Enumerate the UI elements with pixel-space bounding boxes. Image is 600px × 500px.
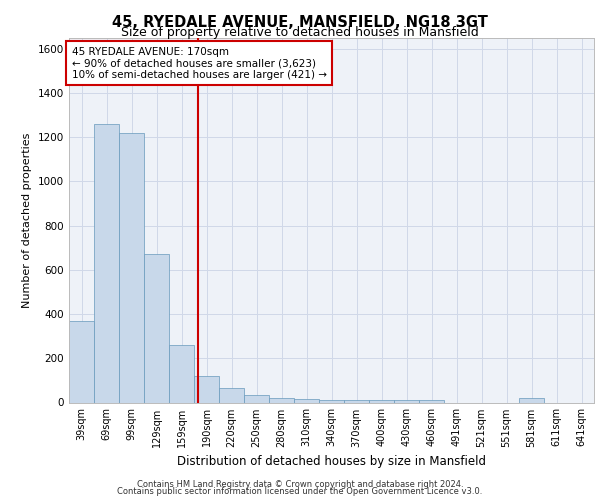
Bar [169, 345, 194, 403]
Bar [394, 400, 419, 402]
X-axis label: Distribution of detached houses by size in Mansfield: Distribution of detached houses by size … [177, 455, 486, 468]
Bar [419, 400, 444, 402]
Text: Contains public sector information licensed under the Open Government Licence v3: Contains public sector information licen… [118, 488, 482, 496]
Bar [519, 398, 544, 402]
Bar [219, 388, 244, 402]
Bar [344, 400, 369, 402]
Bar [94, 124, 119, 402]
Bar [244, 395, 269, 402]
Text: 45 RYEDALE AVENUE: 170sqm
← 90% of detached houses are smaller (3,623)
10% of se: 45 RYEDALE AVENUE: 170sqm ← 90% of detac… [71, 46, 326, 80]
Bar [194, 376, 219, 402]
Bar [294, 399, 319, 402]
Bar [269, 398, 294, 402]
Text: 45, RYEDALE AVENUE, MANSFIELD, NG18 3GT: 45, RYEDALE AVENUE, MANSFIELD, NG18 3GT [112, 15, 488, 30]
Text: Contains HM Land Registry data © Crown copyright and database right 2024.: Contains HM Land Registry data © Crown c… [137, 480, 463, 489]
Bar [69, 320, 94, 402]
Y-axis label: Number of detached properties: Number of detached properties [22, 132, 32, 308]
Text: Size of property relative to detached houses in Mansfield: Size of property relative to detached ho… [121, 26, 479, 39]
Bar [319, 400, 344, 402]
Bar [119, 132, 144, 402]
Bar [369, 400, 394, 402]
Bar [144, 254, 169, 402]
